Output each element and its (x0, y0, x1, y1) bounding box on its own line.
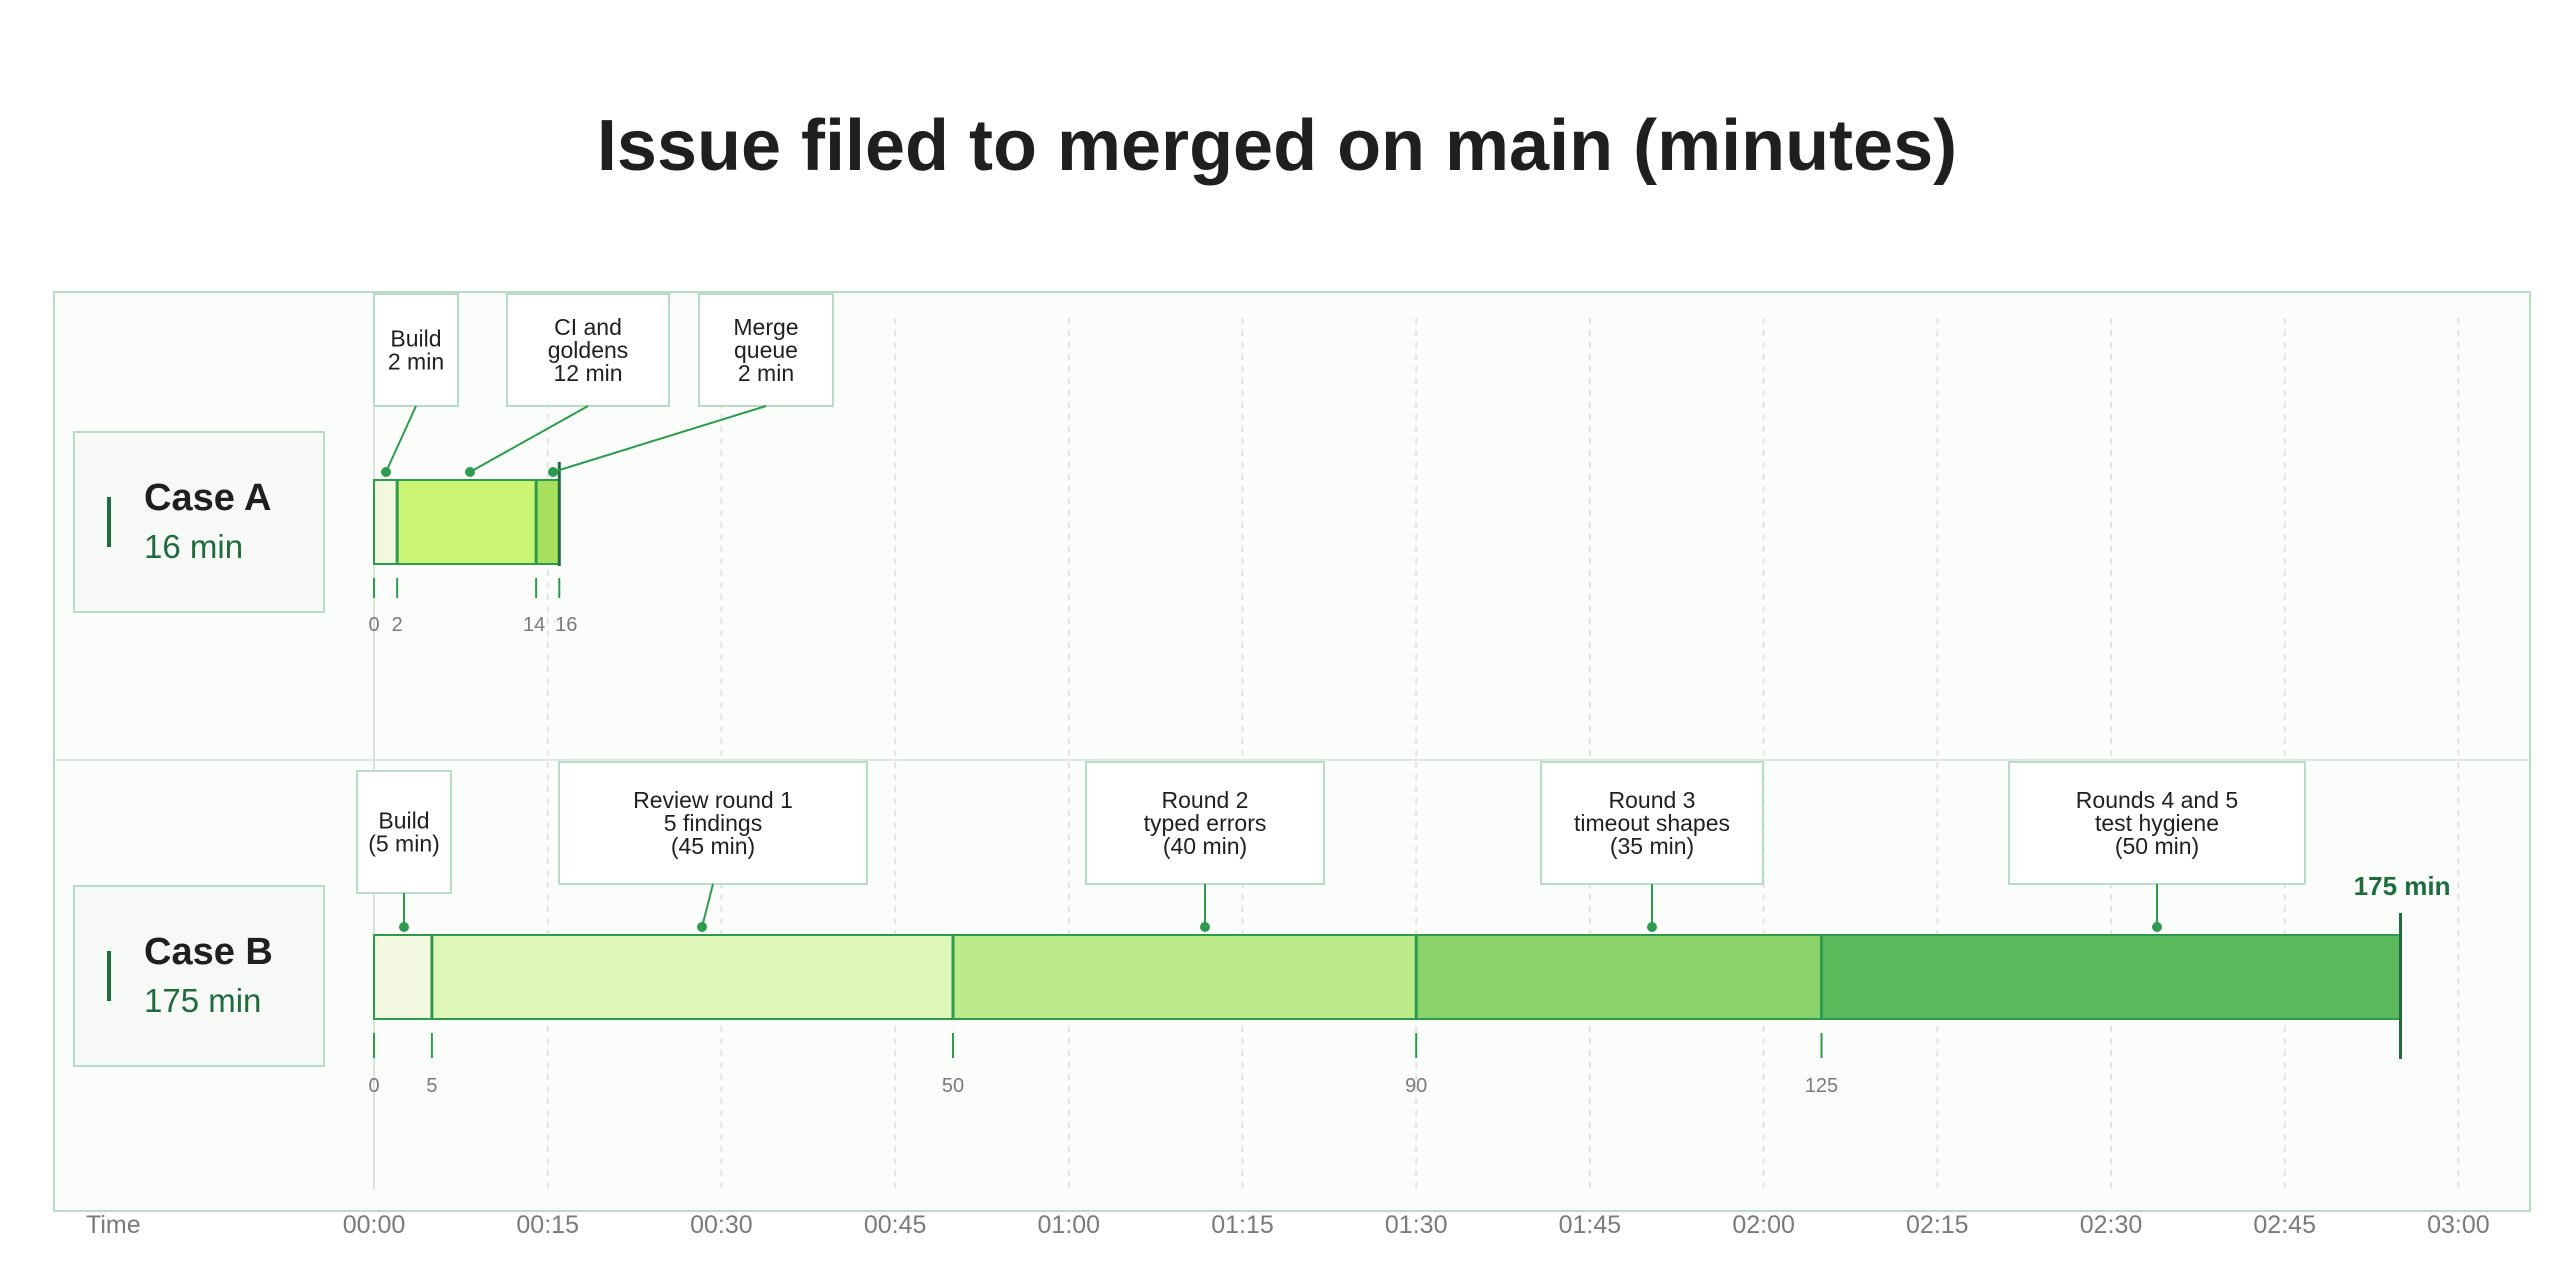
callout-box (698, 293, 834, 407)
boundary-label: 50 (942, 1075, 964, 1097)
boundary-label: 125 (1805, 1075, 1838, 1097)
callout-text: 2 min (388, 349, 444, 375)
x-tick-label: 00:15 (516, 1211, 579, 1239)
callout-text: Review round 1 (633, 787, 793, 813)
callout-anchor-dot (697, 922, 707, 932)
boundary-label: 14 (523, 614, 545, 636)
callout-text: (35 min) (1610, 833, 1694, 859)
boundary-label: 0 (368, 1075, 379, 1097)
callout-text: 12 min (553, 360, 622, 386)
boundary-label: 2 (392, 614, 403, 636)
callout-text: (40 min) (1163, 833, 1247, 859)
x-tick-label: 02:30 (2080, 1211, 2143, 1239)
callout-anchor-dot (399, 922, 409, 932)
callout-box (506, 293, 670, 407)
bar-segment (1820, 934, 2402, 1020)
callout-text: timeout shapes (1574, 810, 1730, 836)
callout-anchor-dot (465, 467, 475, 477)
bar-segment (952, 934, 1418, 1020)
callout-text: Merge (733, 314, 798, 340)
callout-text: Round 3 (1609, 787, 1696, 813)
x-tick-label: 00:00 (343, 1211, 406, 1239)
x-tick-label: 01:30 (1385, 1211, 1448, 1239)
callout-anchor-dot (2152, 922, 2162, 932)
callout-text: Build (390, 326, 441, 352)
x-tick-label: 00:45 (864, 1211, 927, 1239)
row-label-box (73, 431, 325, 613)
x-axis-label: Time (86, 1211, 141, 1239)
bar-segment (373, 934, 433, 1020)
bar-segment (396, 479, 538, 565)
callout-text: CI and (554, 314, 622, 340)
bar-segment (535, 479, 561, 565)
callout-anchor-dot (1200, 922, 1210, 932)
callout-text: (50 min) (2115, 833, 2199, 859)
callout-text: Round 2 (1162, 787, 1249, 813)
row-name: Case A (144, 477, 271, 519)
plot-panel (53, 291, 2531, 1212)
callout-text: (45 min) (671, 833, 755, 859)
row-case-b: Case B 175 min 175 min 0 5 50 90 125 Build(5 min… (73, 761, 2451, 1097)
callout-text: Rounds 4 and 5 (2076, 787, 2238, 813)
callout-leader (701, 883, 714, 928)
row-total: 16 min (144, 528, 243, 565)
callout-text: test hygiene (2095, 810, 2219, 836)
boundary-label: 5 (426, 1075, 437, 1097)
boundary-label: 0 (368, 614, 379, 636)
row-name: Case B (144, 931, 273, 973)
x-tick-label: 02:15 (1906, 1211, 1969, 1239)
callout-box (558, 761, 868, 885)
x-tick-label: 01:00 (1038, 1211, 1101, 1239)
callout-text: Build (378, 808, 429, 834)
callout-leader (385, 405, 417, 473)
boundary-label: 90 (1405, 1075, 1427, 1097)
callout-text: 2 min (738, 360, 794, 386)
x-tick-label: 03:00 (2427, 1211, 2490, 1239)
callout-leader (469, 405, 589, 473)
callout-text: typed errors (1144, 810, 1267, 836)
callout-anchor-dot (1647, 922, 1657, 932)
callout-text: queue (734, 337, 798, 363)
chart-title: Issue filed to merged on main (minutes) (597, 106, 1957, 186)
callout-anchor-dot (548, 467, 558, 477)
row-total: 175 min (144, 982, 261, 1019)
callout-text: 5 findings (664, 810, 762, 836)
callout-box (1085, 761, 1325, 885)
row-label-box (73, 885, 325, 1067)
callout-text: (5 min) (368, 831, 440, 857)
bar-segment (373, 479, 399, 565)
x-tick-label: 01:15 (1211, 1211, 1274, 1239)
callout-box (1540, 761, 1764, 885)
x-tick-label: 02:45 (2253, 1211, 2316, 1239)
x-tick-label: 02:00 (1732, 1211, 1795, 1239)
bar-segment (430, 934, 954, 1020)
x-tick-label: 01:45 (1559, 1211, 1622, 1239)
bar-segment (1415, 934, 1823, 1020)
x-tick-label: 00:30 (690, 1211, 753, 1239)
callout-text: goldens (548, 337, 629, 363)
callout-anchor-dot (381, 467, 391, 477)
boundary-label: 16 (555, 614, 577, 636)
callout-leader (552, 405, 767, 473)
end-label: 175 min (2354, 871, 2451, 901)
